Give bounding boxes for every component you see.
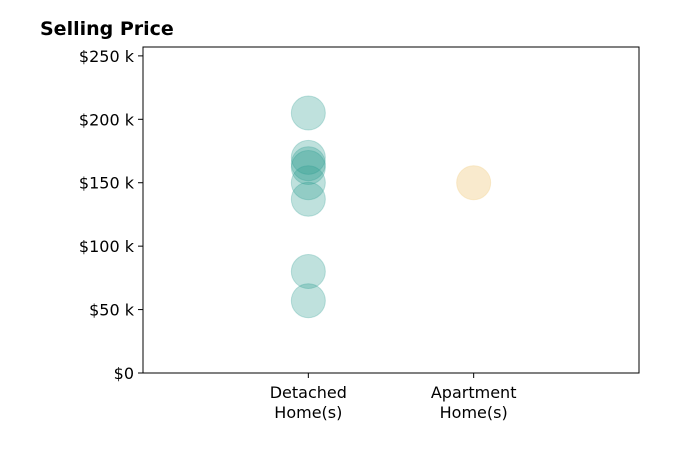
y-tick-label: $150 k [79, 174, 135, 193]
y-tick-label: $100 k [79, 237, 135, 256]
detached-home-point [290, 181, 326, 217]
x-tick-label: Apartment [431, 383, 517, 402]
detached-home-point [290, 95, 326, 131]
data-points [290, 95, 492, 319]
y-tick-label: $200 k [79, 110, 135, 129]
detached-home-point [290, 139, 326, 175]
apartment-home-point [456, 165, 492, 201]
detached-home-point [290, 165, 326, 201]
x-tick-label: Home(s) [440, 403, 508, 422]
detached-home-point [290, 146, 326, 182]
detached-home-point [290, 283, 326, 319]
detached-home-point [290, 150, 326, 186]
y-tick-label: $0 [114, 364, 134, 383]
chart-title: Selling Price [40, 18, 174, 40]
y-axis: $0 $50 k $100 k $150 k $200 k $250 k [79, 47, 143, 383]
y-tick-label: $250 k [79, 47, 135, 66]
plot-frame [142, 46, 640, 374]
x-tick-label: Home(s) [274, 403, 342, 422]
x-tick-label: Detached [270, 383, 347, 402]
y-tick-label: $50 k [89, 301, 135, 320]
detached-home-point [290, 254, 326, 290]
